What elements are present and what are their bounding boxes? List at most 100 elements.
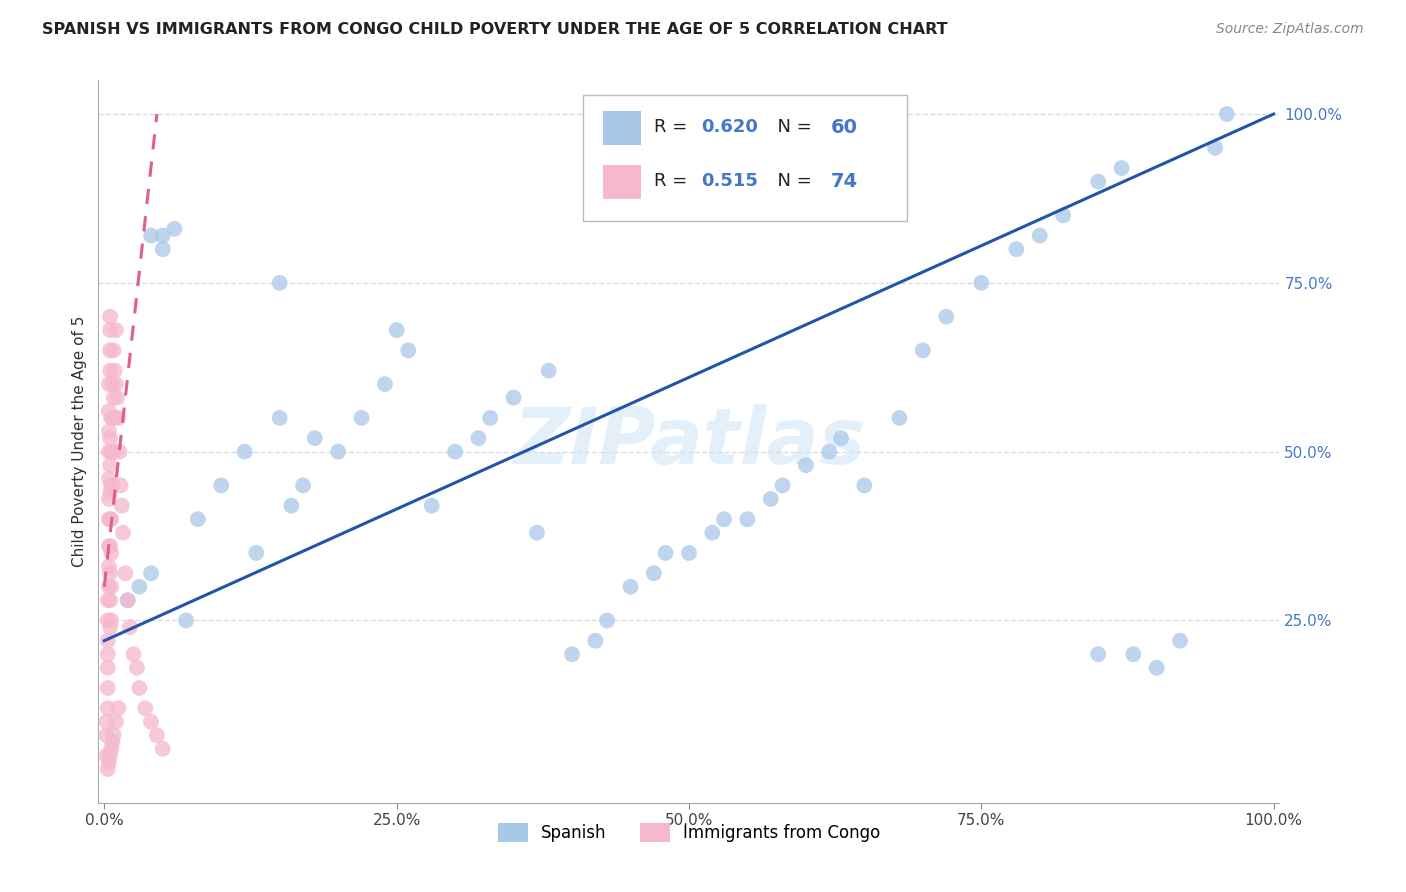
Point	[97, 762, 120, 776]
Point	[643, 566, 665, 581]
Point	[104, 364, 127, 378]
Point	[107, 701, 129, 715]
Point	[853, 478, 876, 492]
Point	[97, 681, 120, 695]
Point	[97, 425, 120, 439]
Point	[911, 343, 934, 358]
Point	[561, 647, 583, 661]
Point	[678, 546, 700, 560]
Point	[187, 512, 209, 526]
Point	[98, 566, 121, 581]
Point	[396, 343, 419, 358]
Point	[326, 444, 349, 458]
Point	[117, 593, 139, 607]
Point	[163, 222, 186, 236]
Point	[1029, 228, 1052, 243]
Point	[467, 431, 489, 445]
Point	[100, 614, 122, 628]
Point	[1122, 647, 1144, 661]
Point	[654, 546, 676, 560]
Bar	[603, 111, 641, 145]
Point	[101, 444, 124, 458]
Point	[111, 525, 134, 540]
Point	[114, 566, 136, 581]
Point	[97, 444, 120, 458]
Point	[96, 728, 118, 742]
Point	[101, 411, 124, 425]
Point	[97, 539, 120, 553]
Point	[104, 714, 127, 729]
Point	[830, 431, 852, 445]
Point	[502, 391, 524, 405]
Legend: Spanish, Immigrants from Congo: Spanish, Immigrants from Congo	[491, 816, 887, 848]
Point	[1052, 208, 1074, 222]
Point	[98, 431, 121, 445]
Point	[292, 478, 315, 492]
Point	[98, 485, 121, 500]
Point	[104, 377, 127, 392]
Point	[1146, 661, 1168, 675]
Text: N =: N =	[766, 172, 817, 190]
Point	[98, 539, 121, 553]
FancyBboxPatch shape	[582, 95, 907, 221]
Point	[233, 444, 256, 458]
Point	[152, 741, 174, 756]
Point	[794, 458, 817, 472]
Point	[118, 620, 141, 634]
Point	[100, 411, 122, 425]
Point	[98, 323, 121, 337]
Point	[152, 228, 174, 243]
Point	[304, 431, 326, 445]
Point	[97, 756, 120, 770]
Point	[583, 633, 606, 648]
Point	[1168, 633, 1191, 648]
Point	[98, 512, 121, 526]
Point	[1087, 175, 1109, 189]
Text: 0.620: 0.620	[700, 119, 758, 136]
Point	[152, 242, 174, 256]
Point	[97, 614, 120, 628]
Point	[134, 701, 156, 715]
Point	[97, 512, 120, 526]
Point	[97, 377, 120, 392]
Point	[269, 411, 291, 425]
Text: 60: 60	[831, 118, 858, 136]
Point	[97, 701, 120, 715]
Point	[1087, 647, 1109, 661]
Point	[737, 512, 759, 526]
Point	[100, 580, 122, 594]
Point	[139, 714, 162, 729]
Point	[103, 728, 125, 742]
Point	[772, 478, 794, 492]
Text: SPANISH VS IMMIGRANTS FROM CONGO CHILD POVERTY UNDER THE AGE OF 5 CORRELATION CH: SPANISH VS IMMIGRANTS FROM CONGO CHILD P…	[42, 22, 948, 37]
Point	[97, 491, 120, 506]
Point	[97, 647, 120, 661]
Point	[103, 343, 125, 358]
Point	[97, 633, 120, 648]
Point	[935, 310, 957, 324]
Point	[100, 478, 122, 492]
Text: Source: ZipAtlas.com: Source: ZipAtlas.com	[1216, 22, 1364, 37]
Point	[117, 593, 139, 607]
Point	[970, 276, 993, 290]
Point	[107, 411, 129, 425]
Point	[100, 512, 122, 526]
Point	[97, 580, 120, 594]
Point	[1111, 161, 1133, 175]
Point	[96, 714, 118, 729]
Point	[101, 735, 124, 749]
Point	[1005, 242, 1028, 256]
Point	[350, 411, 373, 425]
Point	[1204, 141, 1226, 155]
Point	[174, 614, 197, 628]
Point	[526, 525, 548, 540]
Point	[479, 411, 502, 425]
Point	[420, 499, 443, 513]
Point	[139, 228, 162, 243]
Point	[101, 377, 124, 392]
Point	[103, 391, 125, 405]
Point	[98, 458, 121, 472]
Point	[128, 580, 150, 594]
Point	[702, 525, 724, 540]
Point	[98, 310, 121, 324]
